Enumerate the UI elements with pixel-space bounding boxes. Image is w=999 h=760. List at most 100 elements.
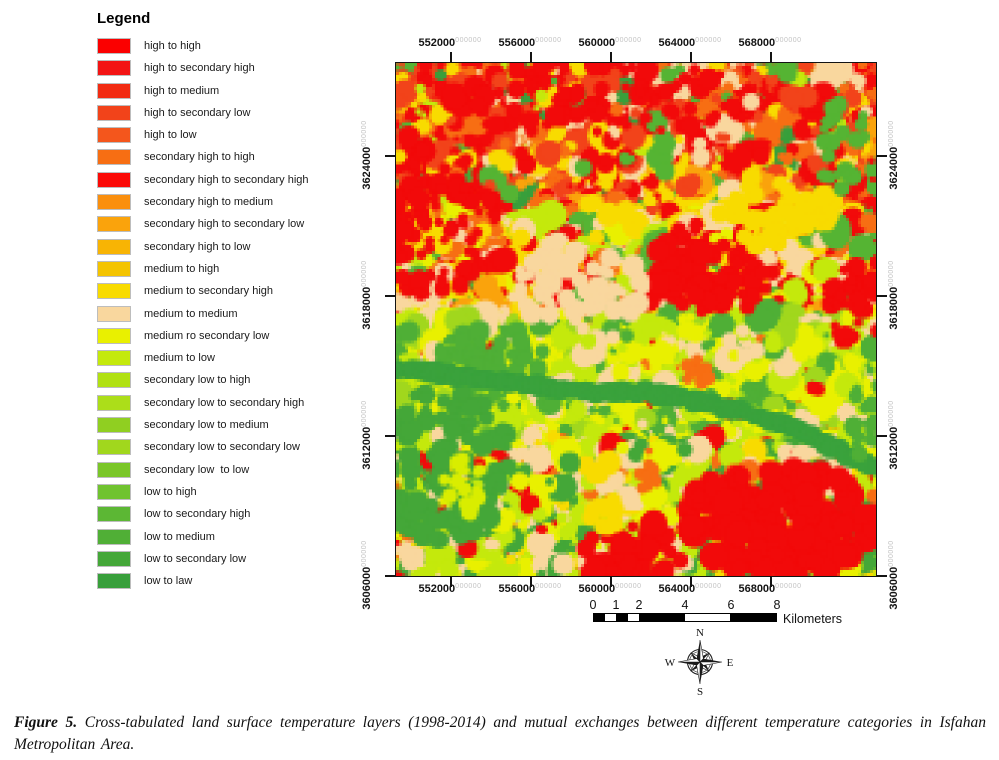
axis-label-suffix: 000000 [535, 37, 562, 44]
legend-item-label: secondary low to medium [144, 419, 269, 432]
legend-item: high to secondary low [97, 104, 309, 121]
legend-item: secondary high to secondary low [97, 216, 309, 233]
legend-swatch [97, 372, 131, 389]
legend-item-label: medium ro secondary low [144, 329, 270, 342]
axis-label-value: 3624000 [888, 146, 900, 190]
legend-item-label: secondary high to secondary high [144, 173, 309, 186]
legend: Legend high to high high to secondary hig… [97, 10, 309, 595]
axis-label-suffix: 000000 [615, 37, 642, 44]
legend-item: high to medium [97, 82, 309, 99]
axis-label: 3618000000000 [361, 260, 373, 329]
axis-label-suffix: 000000 [888, 400, 895, 427]
legend-swatch [97, 238, 131, 255]
axis-label-value: 3612000 [361, 426, 373, 470]
axis-label-suffix: 000000 [535, 583, 562, 590]
axis-label-value: 3606000 [361, 566, 373, 610]
axis-label-suffix: 000000 [775, 37, 802, 44]
legend-item-label: high to high [144, 40, 201, 52]
legend-item-label: high to low [144, 129, 197, 142]
compass-label-east: E [727, 657, 734, 669]
axis-tick [530, 577, 532, 587]
legend-item-label: medium to secondary high [144, 285, 274, 298]
legend-swatch [97, 104, 131, 121]
axis-label-suffix: 000000 [888, 260, 895, 287]
axis-label-suffix: 000000 [455, 37, 482, 44]
figure-caption: Figure 5. Cross-tabulated land surface t… [14, 712, 986, 757]
legend-swatch [97, 60, 131, 77]
legend-item-label: secondary high to high [144, 151, 255, 164]
legend-item: medium to high [97, 260, 309, 277]
axis-label: 3606000000000 [888, 540, 900, 609]
axis-tick [877, 295, 887, 297]
axis-label: 564000000000 [658, 583, 721, 595]
legend-swatch [97, 573, 131, 590]
axis-label: 564000000000 [658, 37, 721, 49]
axis-label-value: 564000 [658, 583, 696, 595]
legend-item-label: secondary high to low [144, 240, 251, 253]
axis-tick [610, 577, 612, 587]
scalebar-tick-label: 8 [773, 598, 781, 612]
legend-swatch [97, 260, 131, 277]
axis-label: 552000000000 [418, 583, 481, 595]
legend-swatch [97, 171, 131, 188]
scalebar-bar [593, 613, 777, 622]
legend-swatch [97, 350, 131, 367]
legend-swatch [97, 417, 131, 434]
axis-label-suffix: 000000 [615, 583, 642, 590]
scalebar-tick-label: 1 [612, 598, 620, 612]
axis-label-suffix: 000000 [455, 583, 482, 590]
scalebar-unit-label: Kilometers [783, 612, 843, 626]
axis-tick [450, 577, 452, 587]
legend-swatch [97, 483, 131, 500]
scalebar-tick-label: 6 [727, 598, 735, 612]
legend-item: low to high [97, 483, 309, 500]
axis-label-value: 564000 [658, 37, 696, 49]
legend-swatch [97, 127, 131, 144]
legend-swatch [97, 194, 131, 211]
axis-label-value: 568000 [738, 583, 776, 595]
compass-label-north: N [696, 627, 704, 639]
scalebar-segment [685, 614, 731, 621]
axis-tick [385, 575, 395, 577]
axis-label: 3612000000000 [361, 400, 373, 469]
axis-label-value: 552000 [418, 583, 456, 595]
axis-tick [770, 577, 772, 587]
figure-caption-text: Cross-tabulated land surface temperature… [14, 714, 986, 754]
scalebar-segment [616, 614, 629, 621]
axis-label-value: 560000 [578, 583, 616, 595]
axis-label-suffix: 000000 [775, 583, 802, 590]
legend-item: secondary high to medium [97, 194, 309, 211]
legend-item: low to medium [97, 528, 309, 545]
legend-item-label: medium to high [144, 262, 220, 275]
legend-item-label: high to medium [144, 84, 220, 97]
axis-label-value: 3618000 [888, 286, 900, 330]
legend-item-label: high to secondary low [144, 106, 251, 119]
figure-caption-prefix: Figure 5. [14, 714, 78, 731]
legend-item-label: high to secondary high [144, 62, 255, 75]
legend-swatch [97, 439, 131, 456]
axis-label-suffix: 000000 [361, 540, 368, 567]
axis-label-value: 556000 [498, 583, 536, 595]
legend-swatch [97, 550, 131, 567]
legend-swatch [97, 149, 131, 166]
legend-swatch [97, 528, 131, 545]
axis-label-value: 560000 [578, 37, 616, 49]
legend-swatch [97, 327, 131, 344]
axis-tick [877, 435, 887, 437]
axis-label-value: 556000 [498, 37, 536, 49]
axis-tick [385, 295, 395, 297]
legend-items: high to high high to secondary high high t… [97, 38, 309, 590]
axis-label-suffix: 000000 [695, 37, 722, 44]
compass-rose-icon: N E S W [665, 627, 734, 698]
scalebar-segment [730, 614, 776, 621]
legend-item: secondary high to secondary high [97, 171, 309, 188]
legend-item: low to secondary low [97, 550, 309, 567]
legend-item-label: low to secondary high [144, 508, 251, 521]
axis-tick [610, 52, 612, 62]
legend-swatch [97, 82, 131, 99]
legend-item: medium to secondary high [97, 283, 309, 300]
map-raster-canvas [396, 63, 876, 576]
axis-label: 3618000000000 [888, 260, 900, 329]
legend-item: high to high [97, 38, 309, 54]
